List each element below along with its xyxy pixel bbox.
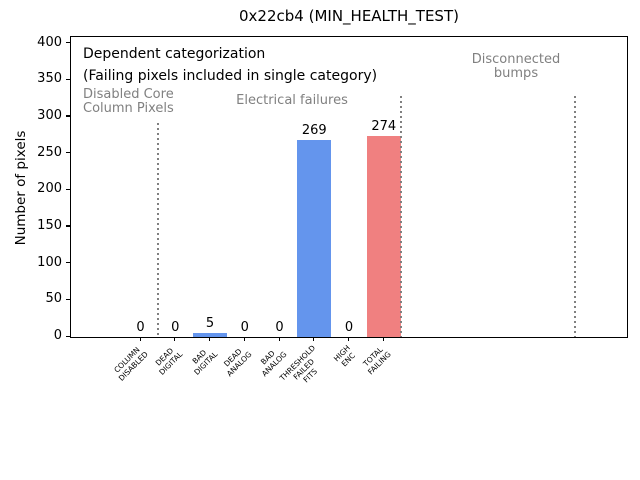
bar-value-label-total-failing: 274 bbox=[371, 119, 397, 135]
x-tick-mark bbox=[174, 337, 176, 341]
x-tick-label-column-disabled: COLUMN DISABLED bbox=[111, 345, 150, 383]
annotation-line-1: Dependent categorization bbox=[83, 46, 266, 62]
y-tick-label: 300 bbox=[37, 107, 62, 123]
y-tick-label: 50 bbox=[45, 291, 62, 307]
x-tick-label-bad-digital: BAD DIGITAL bbox=[190, 347, 219, 377]
x-tick-mark bbox=[209, 337, 211, 341]
region-separator-2 bbox=[400, 96, 402, 337]
y-tick-mark bbox=[66, 188, 70, 190]
annotation-line-2: (Failing pixels included in single categ… bbox=[83, 68, 378, 84]
chart-title: 0x22cb4 (MIN_HEALTH_TEST) bbox=[239, 7, 459, 25]
bar-total-failing bbox=[366, 136, 401, 337]
region-label-electrical-failures: Electrical failures bbox=[236, 93, 348, 108]
region-separator-1 bbox=[157, 123, 159, 337]
bar-value-label-bad-analog: 0 bbox=[275, 320, 284, 335]
bar-bad-digital bbox=[193, 333, 227, 337]
y-tick-mark bbox=[66, 42, 70, 44]
bar-value-label-dead-digital: 0 bbox=[171, 320, 180, 335]
bar-value-label-threshold-failed-fits: 269 bbox=[301, 122, 327, 138]
x-tick-label-dead-analog: DEAD ANALOG bbox=[222, 346, 254, 379]
bar-value-label-high-enc: 0 bbox=[344, 320, 354, 335]
x-tick-mark bbox=[313, 337, 315, 341]
y-tick-mark bbox=[66, 262, 70, 264]
region-separator-3 bbox=[574, 96, 576, 337]
y-tick-label: 100 bbox=[37, 254, 62, 270]
region-label-disabled-core: Disabled Core Column Pixels bbox=[83, 87, 174, 116]
y-tick-mark bbox=[66, 152, 70, 154]
x-tick-mark bbox=[348, 337, 350, 341]
x-tick-label-dead-digital: DEAD DIGITAL bbox=[153, 346, 185, 377]
x-tick-label-high-enc: HIGH ENC bbox=[331, 343, 357, 369]
bar-value-label-column-disabled: 0 bbox=[136, 320, 145, 335]
y-tick-mark bbox=[66, 298, 70, 300]
y-tick-mark bbox=[66, 335, 70, 337]
bar-value-label-bad-digital: 5 bbox=[205, 316, 215, 332]
x-tick-mark bbox=[382, 337, 384, 341]
plot-area: 0 0 5 0 0 269 0 274 Dependent categorization (Fai… bbox=[70, 36, 628, 338]
bar-threshold-failed-fits bbox=[297, 139, 332, 337]
y-tick-label: 150 bbox=[37, 217, 62, 233]
y-tick-label: 0 bbox=[53, 328, 62, 343]
x-tick-mark bbox=[278, 337, 280, 341]
y-tick-label: 200 bbox=[37, 181, 62, 197]
y-tick-mark bbox=[66, 115, 70, 117]
x-tick-mark bbox=[139, 337, 141, 341]
y-tick-label: 350 bbox=[37, 71, 62, 87]
x-tick-label-threshold-failed-fits: THRESHOLD FAILED FITS bbox=[277, 343, 319, 385]
y-tick-mark bbox=[66, 225, 70, 227]
y-tick-label: 400 bbox=[37, 34, 62, 50]
x-tick-mark bbox=[243, 337, 245, 341]
y-tick-mark bbox=[66, 78, 70, 80]
region-label-disconnected: Disconnected bumps bbox=[471, 52, 561, 81]
x-tick-label-total-failing: TOTAL FAILING bbox=[361, 345, 393, 377]
y-tick-label: 250 bbox=[37, 144, 62, 160]
bar-value-label-dead-analog: 0 bbox=[240, 320, 249, 335]
